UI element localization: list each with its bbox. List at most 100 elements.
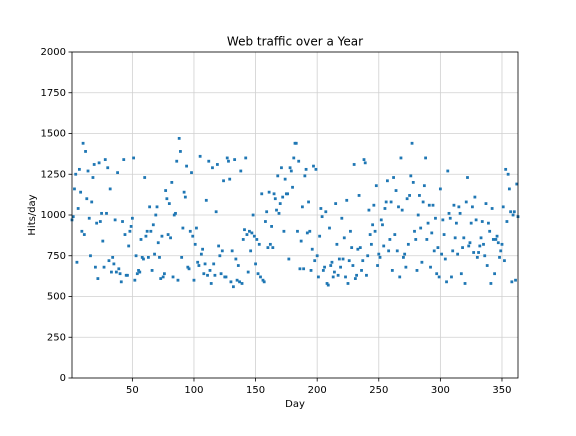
point	[203, 262, 207, 266]
point	[123, 233, 127, 236]
point	[303, 174, 307, 178]
point	[498, 255, 501, 259]
point	[446, 169, 450, 173]
point	[468, 241, 472, 245]
point	[225, 156, 229, 160]
point	[411, 181, 415, 184]
point	[367, 208, 371, 212]
point	[132, 156, 136, 160]
point	[315, 254, 319, 258]
point	[373, 229, 377, 233]
point	[100, 211, 103, 215]
point	[503, 259, 506, 263]
point	[458, 211, 462, 215]
point	[288, 166, 292, 170]
point	[395, 249, 399, 253]
point	[378, 255, 382, 259]
point	[371, 223, 375, 227]
point	[405, 197, 409, 201]
point	[91, 176, 95, 179]
point	[323, 265, 326, 269]
point	[191, 234, 195, 238]
point	[180, 255, 184, 259]
point	[357, 194, 361, 197]
point	[361, 259, 365, 263]
x-tick-label: 350	[492, 385, 511, 396]
point	[166, 233, 170, 236]
point	[427, 203, 431, 207]
point	[425, 238, 429, 241]
point	[133, 278, 137, 282]
point	[313, 259, 317, 263]
point	[319, 207, 323, 210]
point	[282, 229, 286, 233]
point	[230, 249, 234, 253]
point	[369, 242, 373, 246]
point	[471, 205, 474, 209]
point	[302, 267, 306, 271]
point	[482, 242, 485, 246]
point	[243, 228, 246, 232]
point	[222, 179, 225, 183]
point	[175, 159, 179, 163]
point	[95, 221, 99, 225]
point	[450, 275, 453, 279]
point	[466, 176, 469, 179]
y-tick-label: 0	[60, 373, 66, 384]
point	[241, 238, 245, 241]
point	[509, 210, 513, 214]
point	[312, 164, 315, 168]
point	[342, 236, 346, 240]
point	[469, 221, 473, 225]
point	[406, 242, 410, 246]
point	[414, 238, 418, 241]
point	[344, 275, 347, 279]
point	[420, 260, 424, 264]
point	[331, 275, 335, 279]
point	[244, 156, 248, 160]
x-axis-label: Day	[285, 399, 305, 410]
point	[127, 244, 131, 248]
point	[336, 273, 340, 277]
point	[106, 166, 110, 170]
point	[143, 176, 147, 179]
point	[257, 242, 261, 246]
point	[309, 269, 313, 272]
point	[389, 200, 393, 204]
point	[174, 211, 177, 215]
point	[418, 194, 421, 197]
point	[138, 270, 142, 274]
point	[231, 285, 235, 289]
point	[142, 257, 145, 261]
point	[139, 238, 143, 241]
point	[353, 277, 357, 280]
point	[268, 242, 272, 246]
point	[192, 278, 196, 282]
point	[71, 215, 75, 219]
point	[161, 275, 165, 279]
point	[382, 244, 386, 248]
point	[150, 269, 154, 272]
point	[259, 275, 262, 279]
point	[453, 236, 457, 240]
point	[397, 205, 400, 209]
point	[384, 200, 388, 204]
point	[366, 254, 370, 258]
y-tick-label: 1500	[41, 129, 66, 140]
point	[392, 176, 395, 179]
point	[400, 208, 404, 212]
point	[82, 233, 86, 236]
point	[188, 229, 192, 233]
point	[480, 220, 484, 223]
point	[229, 280, 233, 284]
point	[235, 278, 239, 282]
point	[212, 262, 216, 266]
point	[224, 275, 228, 279]
chart-title: Web traffic over a Year	[227, 35, 363, 49]
point	[108, 187, 112, 191]
point	[494, 238, 498, 241]
point	[85, 197, 89, 201]
point	[390, 269, 394, 272]
point	[199, 252, 203, 256]
